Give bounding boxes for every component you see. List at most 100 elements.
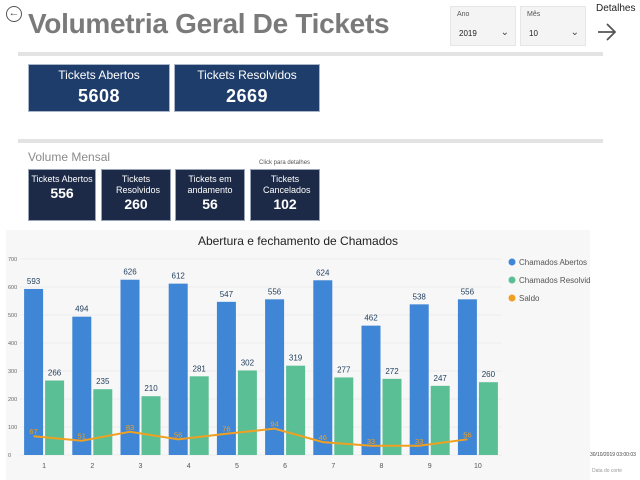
month-filter-label: Mês [527,11,541,18]
cutoff-date-label: Data do corte [592,468,623,474]
data-label-open: 593 [27,277,41,286]
bar-open [24,288,44,455]
click-hint: Click para detalhes [259,160,311,166]
data-label-resolved: 277 [337,365,351,374]
monthly-open-label: Tickets Abertos [31,174,93,184]
chart-panel: Abertura e fechamento de Chamados 0 100 200… [6,230,590,480]
total-resolved-card: Tickets Resolvidos 2669 [174,64,320,112]
bar-resolved [286,365,306,455]
year-filter-value: 2019 [459,29,477,38]
y-tick-label: 600 [8,285,17,291]
bar-open [265,299,285,455]
monthly-in-progress-value: 56 [202,196,218,212]
x-tick-label: 8 [380,463,384,470]
total-open-label: Tickets Abertos [58,68,140,82]
monthly-resolved-label: Tickets Resolvidos [116,174,161,195]
monthly-in-progress-label: Tickets em andamento [187,174,233,195]
divider [18,52,603,56]
data-label-saldo: 51 [78,432,86,441]
monthly-cancelled-value: 102 [273,196,297,212]
x-tick-label: 4 [187,463,191,470]
year-filter[interactable]: Ano 2019 ⌄ [450,6,516,46]
data-label-saldo: 33 [367,437,375,446]
total-resolved-value: 2669 [225,86,269,106]
data-label-resolved: 266 [48,369,62,378]
back-icon[interactable]: ← [6,6,22,22]
data-label-resolved: 235 [96,377,110,386]
data-label-open: 556 [268,287,282,296]
data-label-open: 547 [220,290,234,299]
bar-open [457,299,477,455]
legend-marker [508,258,516,266]
data-label-saldo: 56 [463,430,471,439]
y-tick-label: 500 [8,313,17,319]
bar-resolved [382,378,402,455]
data-label-saldo: 56 [174,430,182,439]
data-label-resolved: 319 [289,354,303,363]
bar-open [409,304,429,455]
monthly-resolved-value: 260 [124,196,148,212]
bar-open [120,279,140,455]
bar-resolved [478,382,498,455]
y-tick-label: 300 [8,369,17,375]
legend-entry: Saldo [519,294,540,303]
x-tick-label: 6 [283,463,287,470]
bar-open [216,301,236,455]
data-label-open: 538 [413,292,427,301]
x-tick-label: 7 [331,463,335,470]
data-label-open: 626 [123,268,137,277]
y-tick-label: 0 [8,453,11,459]
chevron-down-icon[interactable]: ⌄ [500,27,509,38]
data-label-saldo: 33 [415,437,423,446]
x-tick-label: 1 [42,463,46,470]
total-resolved-label: Tickets Resolvidos [197,68,297,82]
total-open-value: 5608 [77,86,121,106]
data-label-resolved: 210 [144,384,158,393]
data-label-open: 624 [316,268,330,277]
chart-title: Abertura e fechamento de Chamados [198,234,398,248]
data-label-resolved: 302 [241,358,255,367]
legend-marker [508,276,516,284]
data-label-saldo: 94 [270,420,278,429]
data-label-resolved: 281 [193,364,207,373]
bar-resolved [237,370,257,455]
data-label-resolved: 247 [434,374,448,383]
data-label-open: 494 [75,305,89,314]
bar-resolved [334,377,354,455]
bar-resolved [93,389,113,455]
bar-resolved [430,385,450,455]
data-label-open: 462 [364,314,378,323]
x-tick-label: 9 [428,463,432,470]
data-label-resolved: 260 [482,370,496,379]
bar-open [313,280,333,455]
month-filter[interactable]: Mês 10 ⌄ [520,6,586,46]
arrow-right-icon[interactable] [596,18,618,46]
monthly-volume-title: Volume Mensal [28,150,111,164]
monthly-cancelled-label: Tickets Cancelados [263,174,311,195]
data-label-resolved: 272 [385,367,399,376]
data-label-saldo: 67 [29,427,37,436]
monthly-open-value: 556 [50,185,74,201]
cutoff-date-value: 30/10/2019 03:00:03 [590,452,636,458]
monthly-resolved-card[interactable]: Tickets Resolvidos 260 [101,169,171,221]
legend-entry: Chamados Abertos [519,258,587,267]
legend-marker [508,294,516,302]
data-label-open: 556 [461,287,475,296]
bar-open [72,316,92,455]
bar-resolved [189,376,209,455]
data-label-saldo: 83 [126,423,134,432]
y-tick-label: 100 [8,425,17,431]
bar-resolved [141,396,161,455]
monthly-in-progress-card[interactable]: Tickets em andamento 56 [175,169,245,221]
details-label[interactable]: Detalhes [596,3,636,14]
x-tick-label: 5 [235,463,239,470]
chevron-down-icon[interactable]: ⌄ [570,27,579,38]
total-open-card: Tickets Abertos 5608 [28,64,170,112]
monthly-cancelled-card[interactable]: Tickets Cancelados 102 [250,169,320,221]
y-tick-label: 700 [8,257,17,263]
year-filter-label: Ano [457,11,470,18]
divider [18,139,603,143]
data-label-open: 612 [172,272,186,281]
monthly-open-card[interactable]: Tickets Abertos 556 [28,169,96,221]
bar-open [361,325,381,455]
